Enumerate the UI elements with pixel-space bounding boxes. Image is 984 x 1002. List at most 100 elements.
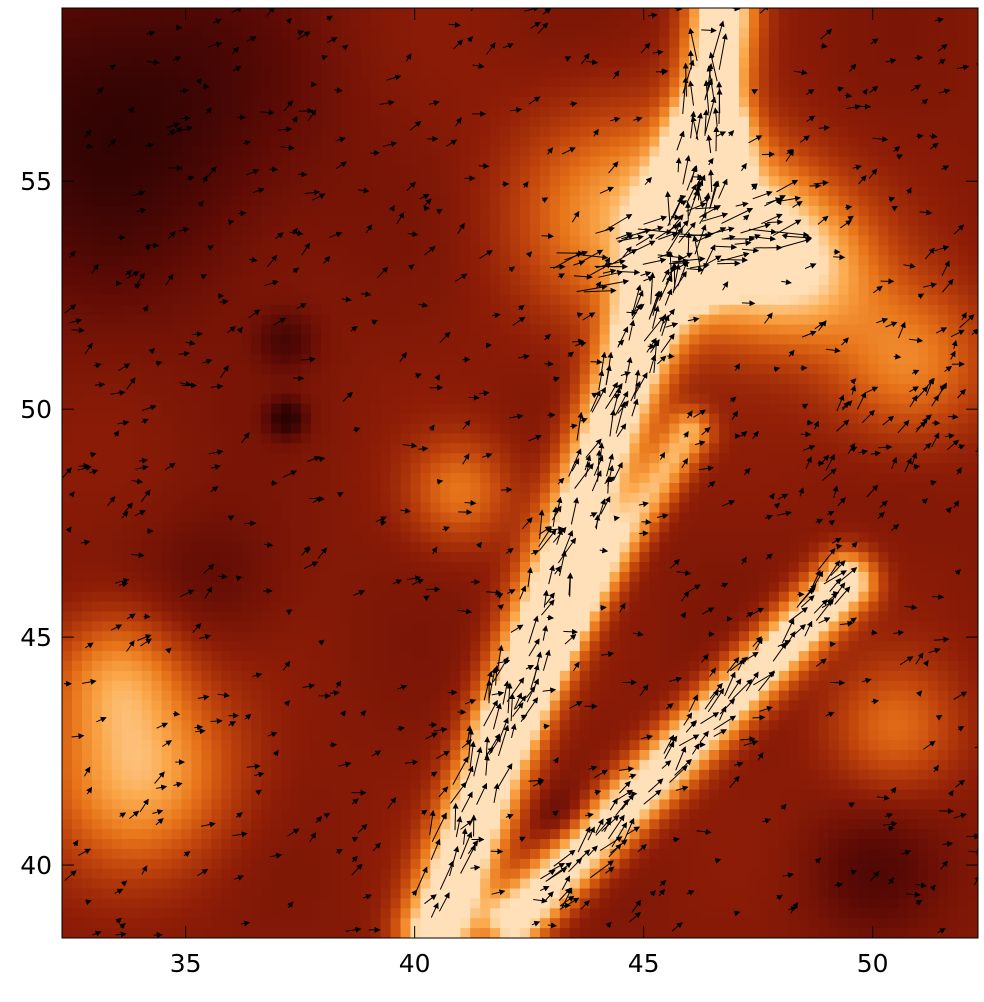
heatmap-cell bbox=[888, 492, 899, 504]
heatmap-cell bbox=[181, 166, 193, 177]
heatmap-cell bbox=[928, 8, 939, 19]
heatmap-cell bbox=[211, 285, 222, 296]
heatmap-cell bbox=[181, 463, 193, 474]
heatmap-cell bbox=[579, 502, 591, 514]
heatmap-cell bbox=[440, 314, 451, 326]
heatmap-cell bbox=[62, 383, 73, 395]
heatmap-cell bbox=[330, 47, 342, 59]
heatmap-cell bbox=[579, 294, 591, 306]
heatmap-cell bbox=[400, 166, 412, 177]
heatmap-cell bbox=[151, 403, 163, 415]
heatmap-cell bbox=[768, 116, 780, 128]
heatmap-cell bbox=[918, 304, 929, 316]
heatmap-cell bbox=[330, 126, 342, 138]
heatmap-cell bbox=[121, 482, 133, 494]
heatmap-cell bbox=[968, 344, 978, 355]
heatmap-cell bbox=[171, 225, 183, 237]
heatmap-cell bbox=[828, 334, 840, 345]
heatmap-cell bbox=[161, 383, 173, 395]
heatmap-cell bbox=[81, 502, 93, 514]
heatmap-cell bbox=[480, 443, 491, 454]
heatmap-cell bbox=[410, 8, 422, 19]
heatmap-cell bbox=[559, 225, 571, 237]
heatmap-cell bbox=[450, 195, 461, 207]
heatmap-cell bbox=[719, 512, 730, 524]
heatmap-cell bbox=[360, 156, 372, 167]
heatmap-cell bbox=[808, 87, 820, 98]
heatmap-cell bbox=[211, 393, 222, 405]
heatmap-cell bbox=[788, 77, 800, 88]
heatmap-cell bbox=[360, 225, 372, 237]
heatmap-cell bbox=[390, 285, 402, 296]
heatmap-cell bbox=[141, 245, 153, 256]
heatmap-cell bbox=[908, 77, 919, 88]
heatmap-cell bbox=[958, 255, 969, 266]
heatmap-cell bbox=[619, 512, 631, 524]
heatmap-cell bbox=[480, 97, 491, 108]
heatmap-cell bbox=[231, 106, 242, 118]
heatmap-cell bbox=[500, 275, 511, 286]
heatmap-cell bbox=[340, 195, 352, 207]
heatmap-cell bbox=[928, 314, 939, 326]
heatmap-cell bbox=[958, 502, 969, 514]
heatmap-cell bbox=[450, 116, 461, 128]
heatmap-cell bbox=[928, 512, 939, 524]
heatmap-cell bbox=[559, 294, 571, 306]
heatmap-cell bbox=[171, 492, 183, 504]
heatmap-cell bbox=[629, 255, 641, 266]
heatmap-cell bbox=[271, 106, 282, 118]
heatmap-cell bbox=[649, 473, 660, 484]
heatmap-cell bbox=[221, 304, 232, 316]
heatmap-cell bbox=[669, 324, 680, 336]
heatmap-cell bbox=[599, 324, 611, 336]
heatmap-cell bbox=[121, 304, 133, 316]
heatmap-cell bbox=[609, 106, 621, 118]
heatmap-cell bbox=[400, 235, 412, 247]
heatmap-cell bbox=[360, 403, 372, 415]
heatmap-cell bbox=[808, 433, 820, 444]
heatmap-cell bbox=[310, 433, 322, 444]
heatmap-cell bbox=[898, 304, 909, 316]
heatmap-cell bbox=[609, 27, 621, 39]
heatmap-cell bbox=[131, 27, 143, 39]
heatmap-cell bbox=[559, 87, 571, 98]
heatmap-cell bbox=[649, 482, 660, 494]
heatmap-cell bbox=[629, 463, 641, 474]
heatmap-cell bbox=[131, 126, 143, 138]
heatmap-cell bbox=[838, 285, 850, 296]
heatmap-cell bbox=[181, 364, 193, 375]
heatmap-cell bbox=[838, 156, 850, 167]
heatmap-cell bbox=[619, 67, 631, 78]
heatmap-cell bbox=[818, 492, 830, 504]
heatmap-cell bbox=[828, 314, 840, 326]
heatmap-cell bbox=[490, 146, 501, 157]
heatmap-cell bbox=[958, 186, 969, 197]
heatmap-cell bbox=[350, 344, 362, 355]
heatmap-cell bbox=[81, 473, 93, 484]
heatmap-cell bbox=[440, 433, 451, 444]
heatmap-cell bbox=[948, 87, 959, 98]
heatmap-cell bbox=[579, 334, 591, 345]
heatmap-cell bbox=[271, 166, 282, 177]
heatmap-cell bbox=[878, 294, 889, 306]
heatmap-cell bbox=[858, 225, 870, 237]
heatmap-cell bbox=[868, 225, 880, 237]
heatmap-cell bbox=[251, 77, 262, 88]
heatmap-cell bbox=[360, 37, 372, 49]
heatmap-cell bbox=[151, 166, 163, 177]
heatmap-cell bbox=[71, 97, 83, 108]
heatmap-cell bbox=[868, 106, 880, 118]
heatmap-cell bbox=[91, 195, 103, 207]
heatmap-cell bbox=[948, 383, 959, 395]
heatmap-cell bbox=[589, 126, 601, 138]
heatmap-cell bbox=[161, 8, 173, 19]
heatmap-cell bbox=[241, 67, 252, 78]
heatmap-cell bbox=[320, 354, 332, 365]
heatmap-cell bbox=[589, 463, 601, 474]
heatmap-cell bbox=[599, 374, 611, 385]
heatmap-cell bbox=[470, 453, 481, 464]
heatmap-cell bbox=[420, 255, 431, 266]
heatmap-cell bbox=[659, 17, 670, 29]
heatmap-cell bbox=[211, 97, 222, 108]
heatmap-cell bbox=[440, 502, 451, 514]
